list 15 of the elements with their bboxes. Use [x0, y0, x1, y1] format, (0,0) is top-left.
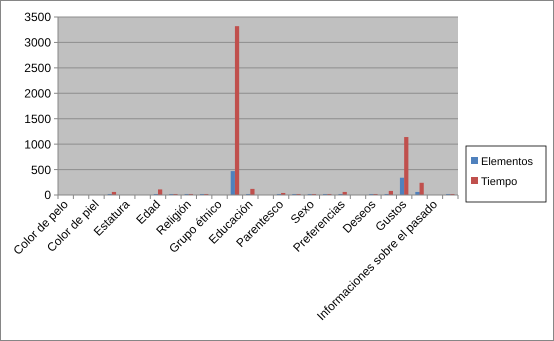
legend-label: Elementos	[481, 156, 534, 168]
bar	[234, 26, 240, 195]
y-tick-label: 0	[44, 188, 52, 202]
bar	[400, 178, 404, 195]
y-tick-label: 3000	[24, 36, 52, 50]
legend-label: Tiempo	[481, 176, 518, 188]
y-tick-label: 500	[30, 162, 52, 177]
y-tick-label: 2500	[24, 61, 52, 76]
y-tick-label: 2000	[24, 86, 52, 100]
bar	[404, 137, 408, 195]
y-tick-label: 3500	[24, 10, 52, 24]
bar	[420, 182, 424, 195]
bar	[230, 171, 235, 195]
y-tick-label: 1500	[24, 112, 52, 126]
y-tick-label: 1000	[24, 137, 52, 152]
